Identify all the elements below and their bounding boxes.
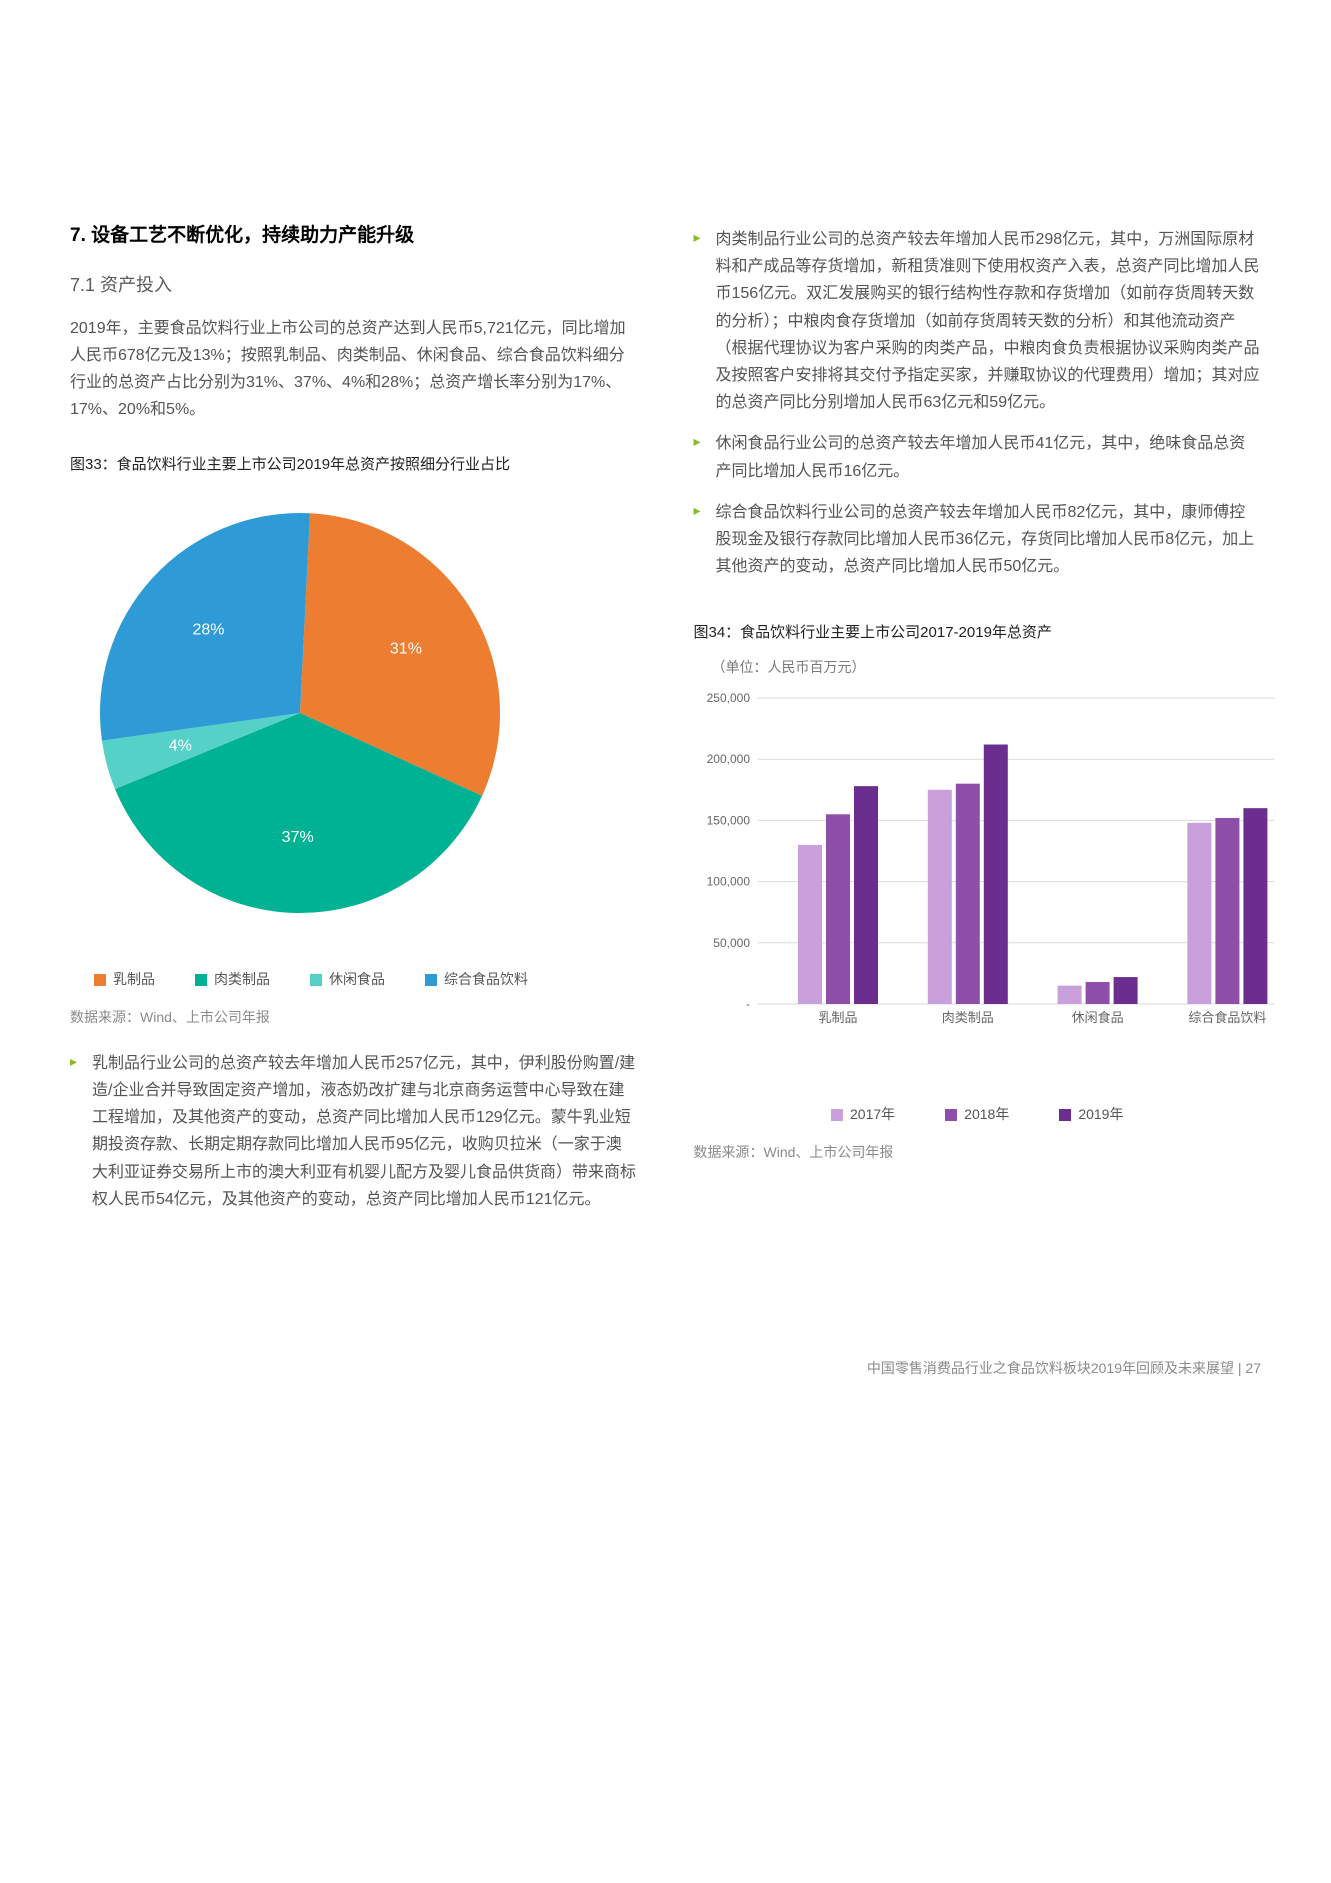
- x-tick-label: 肉类制品: [941, 1010, 993, 1025]
- y-tick-label: 200,000: [706, 752, 750, 766]
- left-bullets: 乳制品行业公司的总资产较去年增加人民币257亿元，其中，伊利股份购置/建造/企业…: [70, 1050, 638, 1213]
- bar-休闲食品-y2018: [1085, 982, 1109, 1004]
- chart33-legend: 乳制品 肉类制品 休闲食品 综合食品饮料: [94, 968, 638, 992]
- bullet-item: 休闲食品行业公司的总资产较去年增加人民币41亿元，其中，绝味食品总资产同比增加人…: [694, 430, 1262, 484]
- subsection-title: 7.1 资产投入: [70, 270, 638, 301]
- legend-item: 综合食品饮料: [425, 968, 528, 992]
- bar-肉类制品-y2019: [983, 744, 1007, 1003]
- chart34-source: 数据来源：Wind、上市公司年报: [694, 1141, 1262, 1165]
- bar-综合食品饮料-y2019: [1243, 808, 1267, 1004]
- bar-乳制品-y2019: [854, 786, 878, 1004]
- chart34-subtitle: （单位：人民币百万元）: [712, 656, 1262, 680]
- legend-swatch: [831, 1109, 843, 1121]
- pie-label-dairy: 31%: [390, 641, 422, 658]
- legend-swatch: [945, 1109, 957, 1121]
- legend-label: 肉类制品: [214, 968, 270, 992]
- legend-item: 2017年: [831, 1103, 895, 1127]
- x-tick-label: 乳制品: [818, 1010, 857, 1025]
- legend-swatch: [425, 974, 437, 986]
- legend-item: 乳制品: [94, 968, 155, 992]
- bullet-item: 肉类制品行业公司的总资产较去年增加人民币298亿元，其中，万洲国际原材料和产成品…: [694, 226, 1262, 416]
- legend-label: 综合食品饮料: [444, 968, 528, 992]
- bar-乳制品-y2017: [798, 844, 822, 1003]
- legend-label: 2017年: [850, 1103, 895, 1127]
- chart34-title: 图34：食品饮料行业主要上市公司2017-2019年总资产: [694, 620, 1262, 646]
- chart34-legend: 2017年 2018年 2019年: [694, 1103, 1262, 1127]
- y-tick-label: 250,000: [706, 691, 750, 705]
- intro-paragraph: 2019年，主要食品饮料行业上市公司的总资产达到人民币5,721亿元，同比增加人…: [70, 315, 638, 424]
- legend-swatch: [195, 974, 207, 986]
- bar-休闲食品-y2017: [1057, 985, 1081, 1003]
- x-tick-label: 休闲食品: [1071, 1010, 1123, 1025]
- chart33-title: 图33：食品饮料行业主要上市公司2019年总资产按照细分行业占比: [70, 452, 638, 478]
- bar-综合食品饮料-y2018: [1215, 817, 1239, 1003]
- y-tick-label: 150,000: [706, 813, 750, 827]
- bullet-item: 综合食品饮料行业公司的总资产较去年增加人民币82亿元，其中，康师傅控股现金及银行…: [694, 499, 1262, 581]
- y-tick-label: 50,000: [713, 935, 750, 949]
- legend-label: 2019年: [1078, 1103, 1123, 1127]
- legend-item: 2019年: [1059, 1103, 1123, 1127]
- legend-item: 2018年: [945, 1103, 1009, 1127]
- pie-label-snack: 4%: [169, 738, 192, 755]
- legend-swatch: [1059, 1109, 1071, 1121]
- legend-item: 休闲食品: [310, 968, 385, 992]
- legend-label: 休闲食品: [329, 968, 385, 992]
- bar-肉类制品-y2018: [955, 783, 979, 1003]
- legend-swatch: [94, 974, 106, 986]
- bar-肉类制品-y2017: [927, 789, 951, 1003]
- legend-label: 乳制品: [113, 968, 155, 992]
- bar-休闲食品-y2019: [1113, 977, 1137, 1004]
- y-tick-label: -: [746, 997, 750, 1011]
- chart33-source: 数据来源：Wind、上市公司年报: [70, 1006, 638, 1030]
- chart34-bar: - 50,000 100,000 150,000 200,000 250,000 乳制品 肉类…: [694, 688, 1262, 1097]
- pie-label-meat: 37%: [282, 829, 314, 846]
- chart33-pie: 31% 37% 4% 28%: [70, 493, 638, 962]
- right-bullets: 肉类制品行业公司的总资产较去年增加人民币298亿元，其中，万洲国际原材料和产成品…: [694, 226, 1262, 580]
- x-tick-label: 综合食品饮料: [1188, 1010, 1266, 1025]
- legend-item: 肉类制品: [195, 968, 270, 992]
- bar-综合食品饮料-y2017: [1187, 822, 1211, 1003]
- section-title: 7. 设备工艺不断优化，持续助力产能升级: [70, 220, 638, 252]
- bar-乳制品-y2018: [826, 814, 850, 1004]
- bullet-item: 乳制品行业公司的总资产较去年增加人民币257亿元，其中，伊利股份购置/建造/企业…: [70, 1050, 638, 1213]
- legend-swatch: [310, 974, 322, 986]
- y-tick-label: 100,000: [706, 874, 750, 888]
- page-footer: 中国零售消费品行业之食品饮料板块2019年回顾及未来展望 | 27: [70, 1357, 1261, 1381]
- pie-label-combo: 28%: [193, 621, 225, 638]
- legend-label: 2018年: [964, 1103, 1009, 1127]
